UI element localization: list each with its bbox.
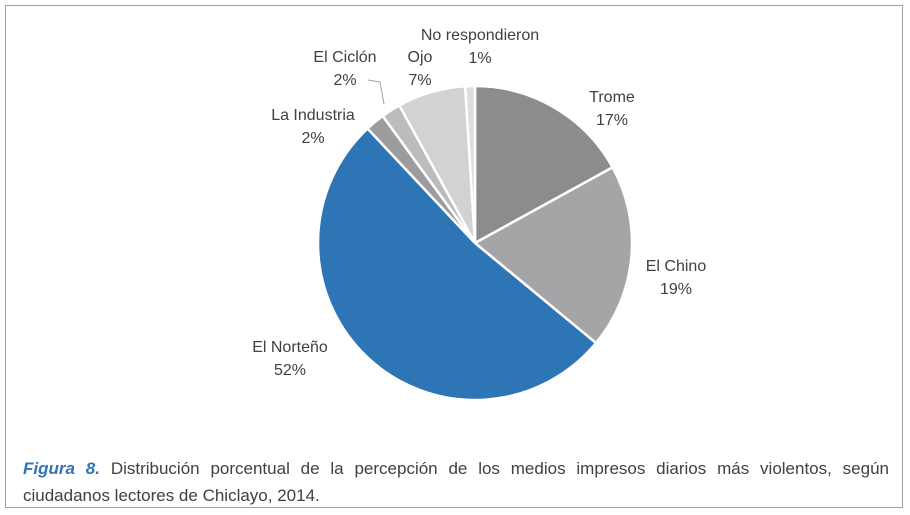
pie-slice <box>463 84 477 244</box>
frame <box>5 5 903 508</box>
caption-text: Distribución porcentual de la percepción… <box>23 459 890 505</box>
slice-label: Trome <box>589 89 635 106</box>
slice-label: La Industria <box>271 107 355 124</box>
value-label: 7% <box>408 72 431 89</box>
value-label: 52% <box>274 362 306 379</box>
slice-label: El Norteño <box>252 339 328 356</box>
slice-label: Ojo <box>408 49 433 66</box>
caption: Figura 8. Distribución porcentual de la … <box>23 455 889 509</box>
value-label: 2% <box>333 72 356 89</box>
leader-line <box>367 79 385 105</box>
pie-slice <box>473 84 615 246</box>
value-label: 17% <box>596 112 628 129</box>
value-label: 1% <box>468 50 491 67</box>
slice-label: El Ciclón <box>313 49 376 66</box>
value-label: 2% <box>301 130 324 147</box>
pie-slice <box>316 126 598 402</box>
value-label: 19% <box>660 281 692 298</box>
pie-slice <box>472 165 634 345</box>
slice-label: El Chino <box>646 258 707 275</box>
slice-label: No respondieron <box>421 27 539 44</box>
caption-label: Figura 8. <box>23 459 100 478</box>
